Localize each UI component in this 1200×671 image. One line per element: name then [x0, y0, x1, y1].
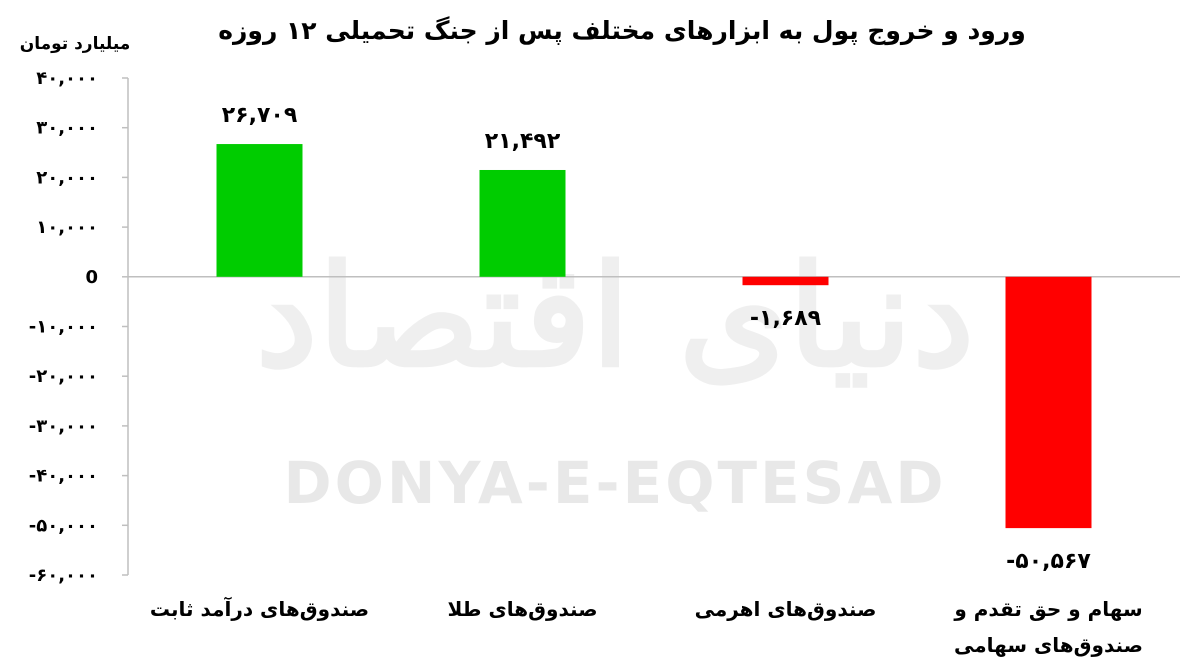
bar: [742, 276, 829, 286]
y-tick-label: ۳۰,۰۰۰: [36, 118, 98, 139]
data-labels: ۲۶,۷۰۹ ۲۱,۴۹۲ -۱,۶۸۹ -۵۰,۵۶۷: [222, 103, 1092, 574]
bar: [479, 169, 566, 277]
data-label: -۱,۶۸۹: [750, 306, 821, 331]
watermark: دنیای اقتصاد DONYA-E-EQTESAD: [255, 235, 974, 517]
y-axis-ticks: ۴۰,۰۰۰ ۳۰,۰۰۰ ۲۰,۰۰۰ ۱۰,۰۰۰ 0 -۱۰,۰۰۰ -۲۰,۰۰۰ -…: [29, 68, 98, 586]
y-tick-label: -۳۰,۰۰۰: [29, 416, 98, 437]
data-label: -۵۰,۵۶۷: [1006, 549, 1091, 574]
y-tick-label: ۱۰,۰۰۰: [36, 217, 98, 238]
chart-title: ورود و خروج پول به ابزارهای مختلف پس از …: [218, 16, 1026, 46]
y-tick-label: -۶۰,۰۰۰: [29, 565, 98, 586]
category-label: سهام و حق تقدم و: [953, 597, 1142, 621]
bar: [1005, 276, 1092, 529]
data-label: ۲۱,۴۹۲: [485, 129, 561, 154]
y-tick-label: -۵۰,۰۰۰: [29, 515, 98, 536]
category-label: صندوق‌های سهامی: [954, 633, 1143, 657]
category-label: صندوق‌های اهرمی: [695, 597, 877, 621]
y-tick-label: -۱۰,۰۰۰: [29, 317, 98, 338]
y-tick-label: -۲۰,۰۰۰: [29, 366, 98, 387]
axis-lines: [122, 77, 1180, 576]
y-tick-label: ۴۰,۰۰۰: [36, 68, 98, 89]
data-label: ۲۶,۷۰۹: [222, 103, 298, 128]
y-axis-label: میلیارد تومان: [20, 34, 131, 54]
watermark-latin: DONYA-E-EQTESAD: [283, 449, 946, 517]
category-label: صندوق‌های درآمد ثابت: [150, 596, 369, 621]
y-tick-label: -۴۰,۰۰۰: [29, 466, 98, 487]
bar: [216, 144, 303, 277]
watermark-arabic: دنیای اقتصاد: [255, 235, 974, 399]
y-tick-label: 0: [85, 267, 98, 288]
y-tick-label: ۲۰,۰۰۰: [36, 167, 98, 188]
category-labels: صندوق‌های درآمد ثابت صندوق‌های طلا صندوق‌ه…: [150, 596, 1143, 657]
category-label: صندوق‌های طلا: [447, 597, 597, 621]
bars: [216, 144, 1092, 529]
